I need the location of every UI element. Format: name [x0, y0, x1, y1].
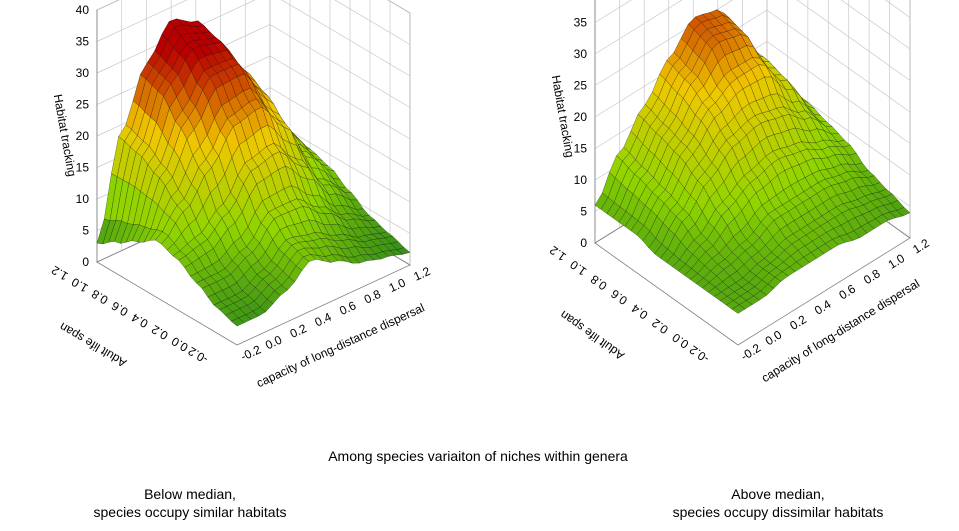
- z-tick-label: 30: [76, 66, 90, 80]
- z-tick-label: 35: [76, 35, 90, 49]
- right-caption-line1: Above median,: [731, 486, 825, 502]
- y-tick-label: -0.2: [185, 344, 210, 367]
- x-tick-label: 1.0: [387, 275, 408, 295]
- z-tick-label: 15: [574, 142, 588, 156]
- x-tick-label: 1.2: [411, 264, 432, 284]
- z-tick-label: 15: [76, 161, 90, 175]
- y-axis-title: Adult life span: [557, 308, 627, 363]
- z-gridline: [594, 0, 911, 86]
- y-tick-label: 0.2: [649, 316, 671, 337]
- z-tick-label: 20: [574, 110, 588, 124]
- y-tick-label: 0.6: [608, 286, 630, 307]
- z-tick-label: 5: [82, 224, 89, 238]
- y-tick-label: 1.0: [567, 257, 589, 278]
- main-caption-text: Among species variaiton of niches within…: [328, 448, 628, 464]
- right-caption-line2: species occupy dissimilar habitats: [672, 504, 884, 520]
- left-caption-line1: Below median,: [144, 486, 236, 502]
- x-tick-label: 1.0: [886, 251, 908, 272]
- y-tick-label: 0.0: [669, 330, 691, 351]
- y-tick-label: 0.8: [89, 286, 111, 307]
- y-tick-label: 0.2: [149, 322, 171, 343]
- z-tick-label: 5: [580, 205, 587, 219]
- y-tick-label: 1.2: [49, 263, 71, 284]
- z-gridline: [96, 0, 411, 77]
- surface-mesh: [96, 18, 411, 327]
- z-tick-label: 30: [574, 47, 588, 61]
- z-tick-label: 20: [76, 129, 90, 143]
- x-tick-label: 0.0: [263, 332, 284, 352]
- z-gridline: [594, 0, 911, 55]
- x-tick-label: 0.2: [288, 321, 309, 341]
- x-tick-label: 0.8: [362, 287, 383, 307]
- y-tick-label: -0.2: [687, 342, 712, 366]
- left-panel-caption: Below median, species occupy similar hab…: [60, 483, 320, 531]
- y-tick-label: 0.4: [129, 310, 151, 331]
- x-tick-label: 0.2: [787, 312, 809, 333]
- x-tick-label: 0.0: [763, 327, 785, 348]
- z-tick-label: 0: [580, 236, 587, 250]
- surface-patch: [230, 317, 245, 327]
- z-tick-label: 25: [76, 98, 90, 112]
- z-tick-label: 10: [574, 173, 588, 187]
- left-caption-line2: species occupy similar habitats: [93, 504, 287, 520]
- z-tick-label: 40: [76, 3, 90, 17]
- x-tick-label: -0.2: [738, 341, 763, 364]
- right-panel-caption: Above median, species occupy dissimilar …: [628, 483, 928, 531]
- y-tick-label: 0.4: [628, 301, 650, 322]
- y-tick-label: 0.6: [109, 298, 131, 319]
- y-tick-label: 0.0: [169, 334, 191, 355]
- x-tick-label: 0.8: [861, 266, 883, 287]
- z-tick-label: 0: [82, 255, 89, 269]
- x-tick-label: 0.4: [812, 297, 834, 318]
- x-tick-label: 0.4: [313, 310, 334, 330]
- y-axis-title: Adult life span: [57, 320, 129, 371]
- x-tick-label: 0.6: [337, 298, 358, 318]
- y-tick-label: 1.0: [69, 275, 91, 296]
- y-tick-label: 1.2: [547, 243, 569, 264]
- x-tick-label: 1.2: [910, 236, 932, 257]
- z-gridline: [96, 0, 411, 45]
- y-tick-label: 0.8: [588, 272, 610, 293]
- z-tick-label: 25: [574, 79, 588, 93]
- x-tick-label: -0.2: [238, 342, 263, 364]
- surface-mesh: [594, 9, 911, 314]
- x-tick-label: 0.6: [836, 282, 858, 303]
- surface-patch: [731, 304, 746, 314]
- z-tick-label: 10: [76, 192, 90, 206]
- figure-main-caption: Among species variaiton of niches within…: [268, 443, 688, 469]
- surface-plot-above-median: 0510152025303540-0.20.00.20.40.60.81.01.…: [547, 0, 932, 385]
- z-tick-label: 35: [574, 16, 588, 30]
